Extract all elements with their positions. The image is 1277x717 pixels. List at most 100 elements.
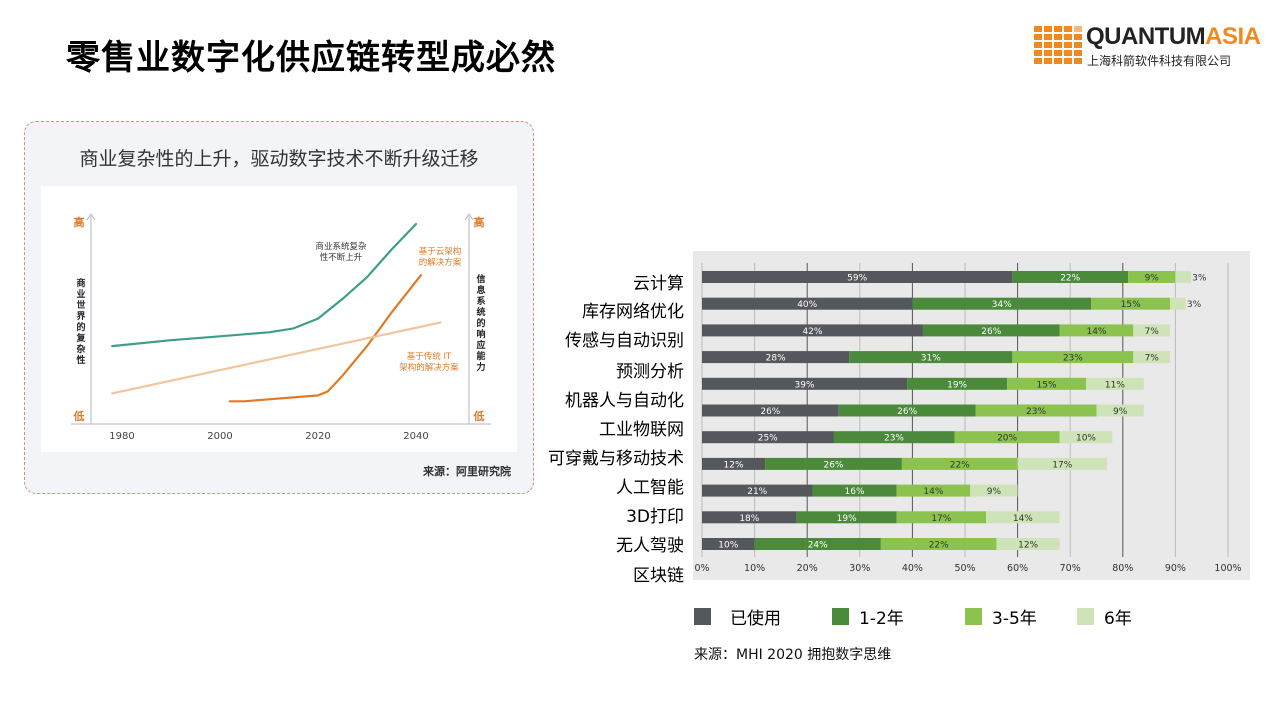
bar-segment (907, 377, 1008, 390)
bar-segment (812, 484, 897, 497)
legend-label: 1-2年 (859, 609, 904, 629)
bar-value-label: 3% (1192, 274, 1207, 284)
company-logo: QUANTUMASIA 上海科箭软件科技有限公司 (1034, 23, 1261, 70)
bar-value-label: 9% (1113, 407, 1128, 417)
panel-title: 商业复杂性的上升，驱动数字技术不断升级迁移 (79, 148, 479, 170)
bar-chart-x-tick: 100% (1214, 563, 1241, 574)
bar-value-label: 11% (1105, 380, 1125, 390)
series-label-traditional-it-line: 基于传统 IT (407, 351, 452, 362)
logo-grid-cell (1074, 58, 1082, 64)
bar-segment (702, 404, 839, 417)
legend-swatch (965, 608, 982, 625)
bar-chart-category-label: 传感与自动识别 (565, 331, 684, 351)
bar-segment (702, 324, 923, 337)
legend-swatch (832, 608, 849, 625)
bar-value-label: 17% (1052, 460, 1072, 470)
logo-grid-cell (1044, 34, 1052, 40)
right-axis-arrow (464, 213, 474, 221)
bar-segment (896, 484, 971, 497)
bar-chart-x-tick: 0% (694, 563, 709, 574)
right-high-label: 高 (474, 215, 485, 229)
bar-value-label: 34% (992, 300, 1012, 310)
bar-value-label: 14% (923, 487, 943, 497)
logo-grid-icon (1034, 26, 1082, 66)
series-label-cloud-line: 的解决方案 (419, 257, 462, 268)
bar-segment (702, 431, 834, 444)
bar-chart-category-label: 工业物联网 (599, 420, 684, 440)
bar-value-label: 14% (1086, 327, 1106, 337)
right-axis-title-char: 信 (476, 273, 485, 285)
bar-value-label: 21% (747, 487, 767, 497)
bar-segment (1007, 377, 1086, 390)
logo-grid-cell (1034, 26, 1042, 32)
bar-chart-x-tick: 80% (1112, 563, 1133, 574)
bar-value-label: 15% (1121, 300, 1141, 310)
logo-grid-cell (1054, 50, 1062, 56)
legend-label: 6年 (1104, 609, 1132, 629)
logo-grid-cell (1044, 26, 1052, 32)
bar-value-label: 39% (795, 380, 815, 390)
bar-segment (901, 457, 1018, 470)
series-label-cloud-line: 基于云架构 (419, 246, 462, 257)
bar-segment (1012, 351, 1134, 364)
left-high-label: 高 (74, 215, 85, 229)
bar-value-label: 12% (724, 460, 744, 470)
left-axis-title-char: 世 (76, 299, 85, 311)
left-axis-title-char: 性 (76, 354, 85, 366)
bar-value-label: 14% (1013, 514, 1033, 524)
line-series-0 (111, 222, 418, 348)
bar-value-label: 25% (758, 434, 778, 444)
bar-chart-category-label: 机器人与自动化 (565, 391, 684, 411)
bar-value-label: 12% (1018, 541, 1038, 551)
bar-segment (954, 431, 1060, 444)
series-label-business-complexity-line: 商业系统复杂 (315, 241, 367, 252)
logo-grid-cell (1044, 42, 1052, 48)
bar-segment (1133, 351, 1171, 364)
bar-segment (986, 511, 1060, 524)
legend-swatch (1077, 608, 1094, 625)
bar-segment (754, 538, 881, 550)
left-axis-title-char: 商 (76, 277, 85, 289)
line-series-2 (111, 321, 442, 395)
logo-grid-cell (1044, 58, 1052, 64)
bar-segment (880, 538, 997, 550)
line-chart-area: 高低 高低 商业世界的复杂性 信息系统的响应能力 1980 2000 2020 2040 商业系… (41, 186, 517, 452)
bar-segment (765, 457, 902, 470)
bar-chart-x-tick: 20% (797, 563, 818, 574)
bar-chart-category-label: 3D打印 (626, 507, 684, 527)
bar-chart-category-label: 区块链 (633, 566, 684, 586)
bar-value-label: 20% (997, 434, 1017, 444)
bar-chart-x-tick: 60% (1007, 563, 1028, 574)
bar-segment (1059, 324, 1134, 337)
series-label-traditional-it-line: 架构的解决方案 (399, 362, 459, 373)
logo-grid-cell (1074, 42, 1082, 48)
bar-value-label: 19% (947, 380, 967, 390)
bar-value-label: 17% (931, 514, 951, 524)
bar-value-label: 26% (981, 327, 1001, 337)
bar-chart-x-tick: 30% (849, 563, 870, 574)
left-axis-title-char: 杂 (76, 343, 85, 355)
legend-item: 3-5年 (965, 604, 1037, 629)
bar-segment (922, 324, 1060, 337)
bar-value-label: 40% (797, 300, 817, 310)
line-chart-x-tick: 2040 (403, 431, 428, 442)
bar-segment (849, 351, 1013, 364)
bar-value-label: 22% (1060, 274, 1080, 284)
bar-value-label: 18% (739, 514, 759, 524)
bar-segment (1096, 404, 1144, 417)
bar-segment (702, 271, 1013, 283)
left-axis-title-char: 复 (75, 332, 86, 344)
right-axis-title-char: 应 (476, 339, 485, 351)
bar-segment (1133, 324, 1171, 337)
bar-segment (970, 484, 1018, 497)
logo-name-part2: ASIA (1205, 23, 1261, 50)
logo-name-part1: QUANTUM (1086, 23, 1206, 50)
logo-grid-cell (1034, 42, 1042, 48)
right-axis-title-char: 响 (476, 328, 485, 340)
legend-label: 3-5年 (992, 609, 1037, 629)
bar-segment (1175, 271, 1192, 283)
bar-chart-x-tick: 40% (902, 563, 923, 574)
